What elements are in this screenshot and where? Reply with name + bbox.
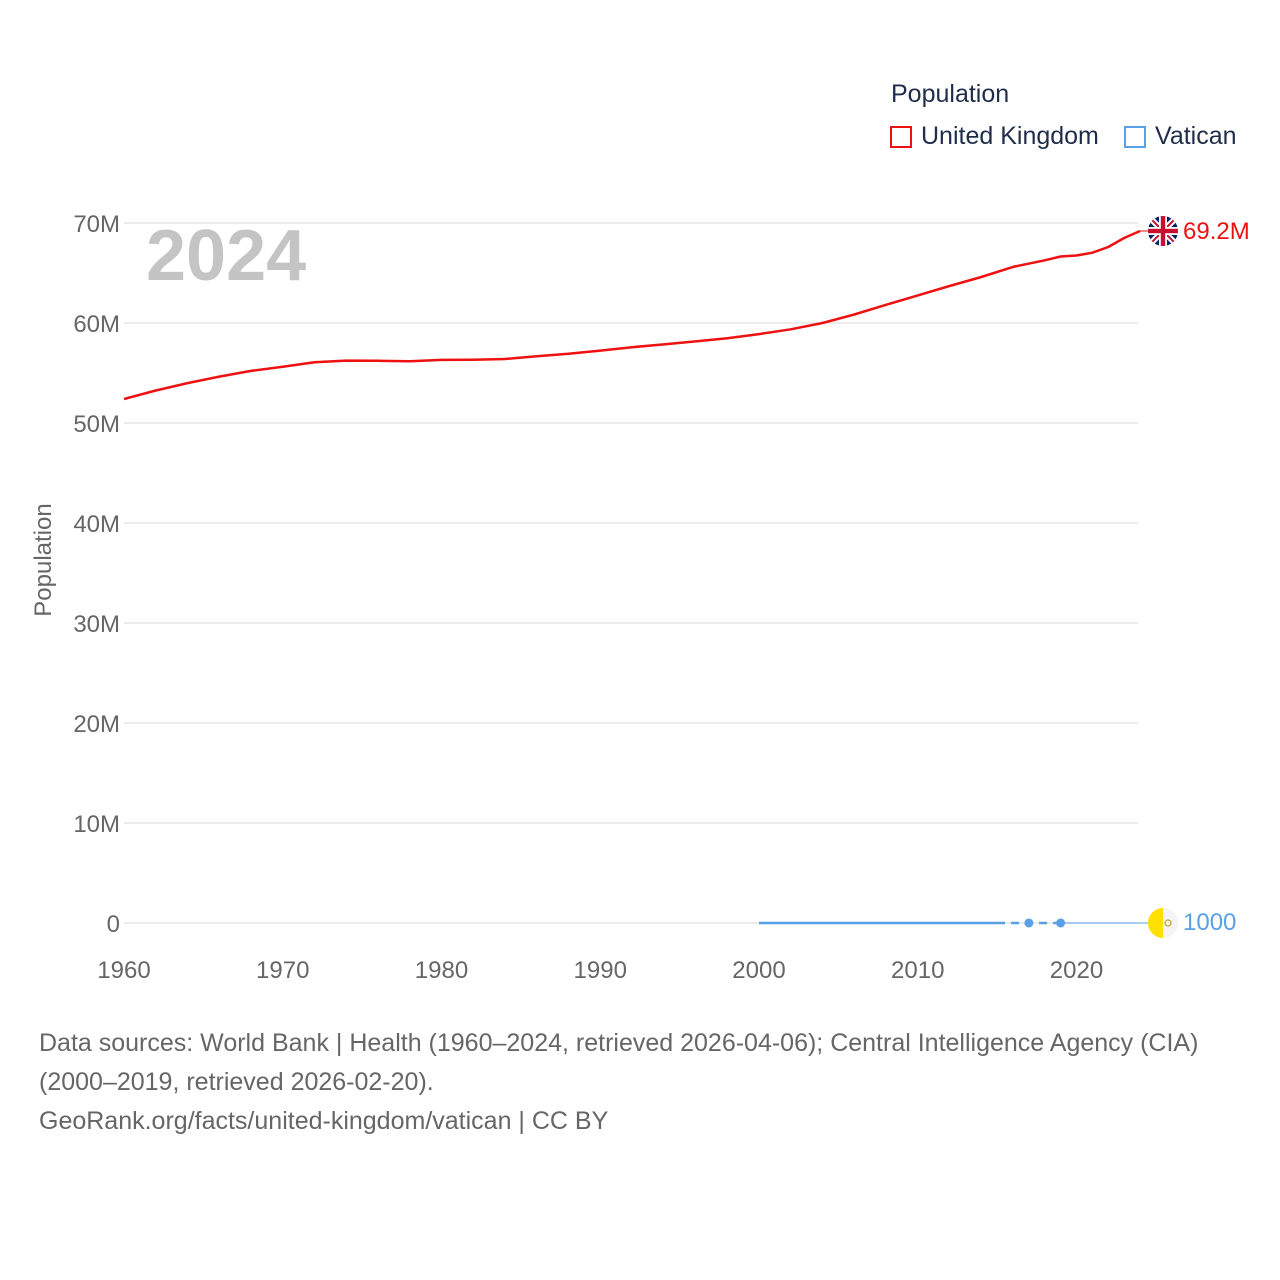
vatican-end-label: 1000 (1183, 909, 1236, 936)
legend-item-united-kingdom[interactable]: United Kingdom (890, 122, 1099, 151)
year-watermark: 2024 (146, 216, 306, 296)
y-tick-label: 60M (73, 311, 120, 338)
y-axis: 0 10M 20M 30M 40M 50M 60M 70M (73, 211, 120, 938)
y-tick-label: 40M (73, 511, 120, 538)
vatican-flag-icon (1148, 907, 1178, 938)
y-tick-label: 70M (73, 211, 120, 238)
uk-series-line (123, 229, 1141, 401)
x-tick-label: 1960 (97, 957, 150, 984)
vatican-data-point (1024, 918, 1034, 928)
x-tick-label: 1990 (574, 957, 627, 984)
flags-layer (1148, 216, 1178, 938)
y-axis-label: Population (30, 503, 57, 616)
vatican-data-point (1056, 918, 1066, 928)
x-axis: 1960 1970 1980 1990 2000 2010 2020 (97, 957, 1103, 984)
y-tick-label: 50M (73, 411, 120, 438)
data-sources: Data sources: World Bank | Health (1960–… (39, 1024, 1249, 1141)
legend-title: Population (891, 80, 1010, 108)
x-tick-label: 2000 (732, 957, 785, 984)
x-tick-label: 1970 (256, 957, 309, 984)
uk-flag-icon (1148, 216, 1178, 246)
legend-label-uk: United Kingdom (921, 122, 1099, 150)
x-tick-label: 2020 (1050, 957, 1103, 984)
legend-swatch-uk (890, 125, 912, 148)
legend-item-vatican[interactable]: Vatican (1124, 122, 1237, 151)
sources-line-1: Data sources: World Bank | Health (1960–… (39, 1029, 1199, 1057)
y-tick-label: 10M (73, 811, 120, 838)
series-layer (123, 229, 1148, 928)
y-tick-label: 30M (73, 611, 120, 638)
x-tick-label: 2010 (891, 957, 944, 984)
x-tick-label: 1980 (415, 957, 468, 984)
sources-line-3[interactable]: GeoRank.org/facts/united-kingdom/vatican… (39, 1107, 609, 1135)
y-tick-label: 0 (107, 911, 120, 938)
grid (124, 222, 1138, 924)
legend-label-vatican: Vatican (1155, 122, 1237, 150)
y-tick-label: 20M (73, 711, 120, 738)
sources-line-2: (2000–2019, retrieved 2026-02-20). (39, 1068, 434, 1096)
uk-end-label: 69.2M (1183, 218, 1250, 245)
legend-swatch-vatican (1124, 125, 1146, 148)
